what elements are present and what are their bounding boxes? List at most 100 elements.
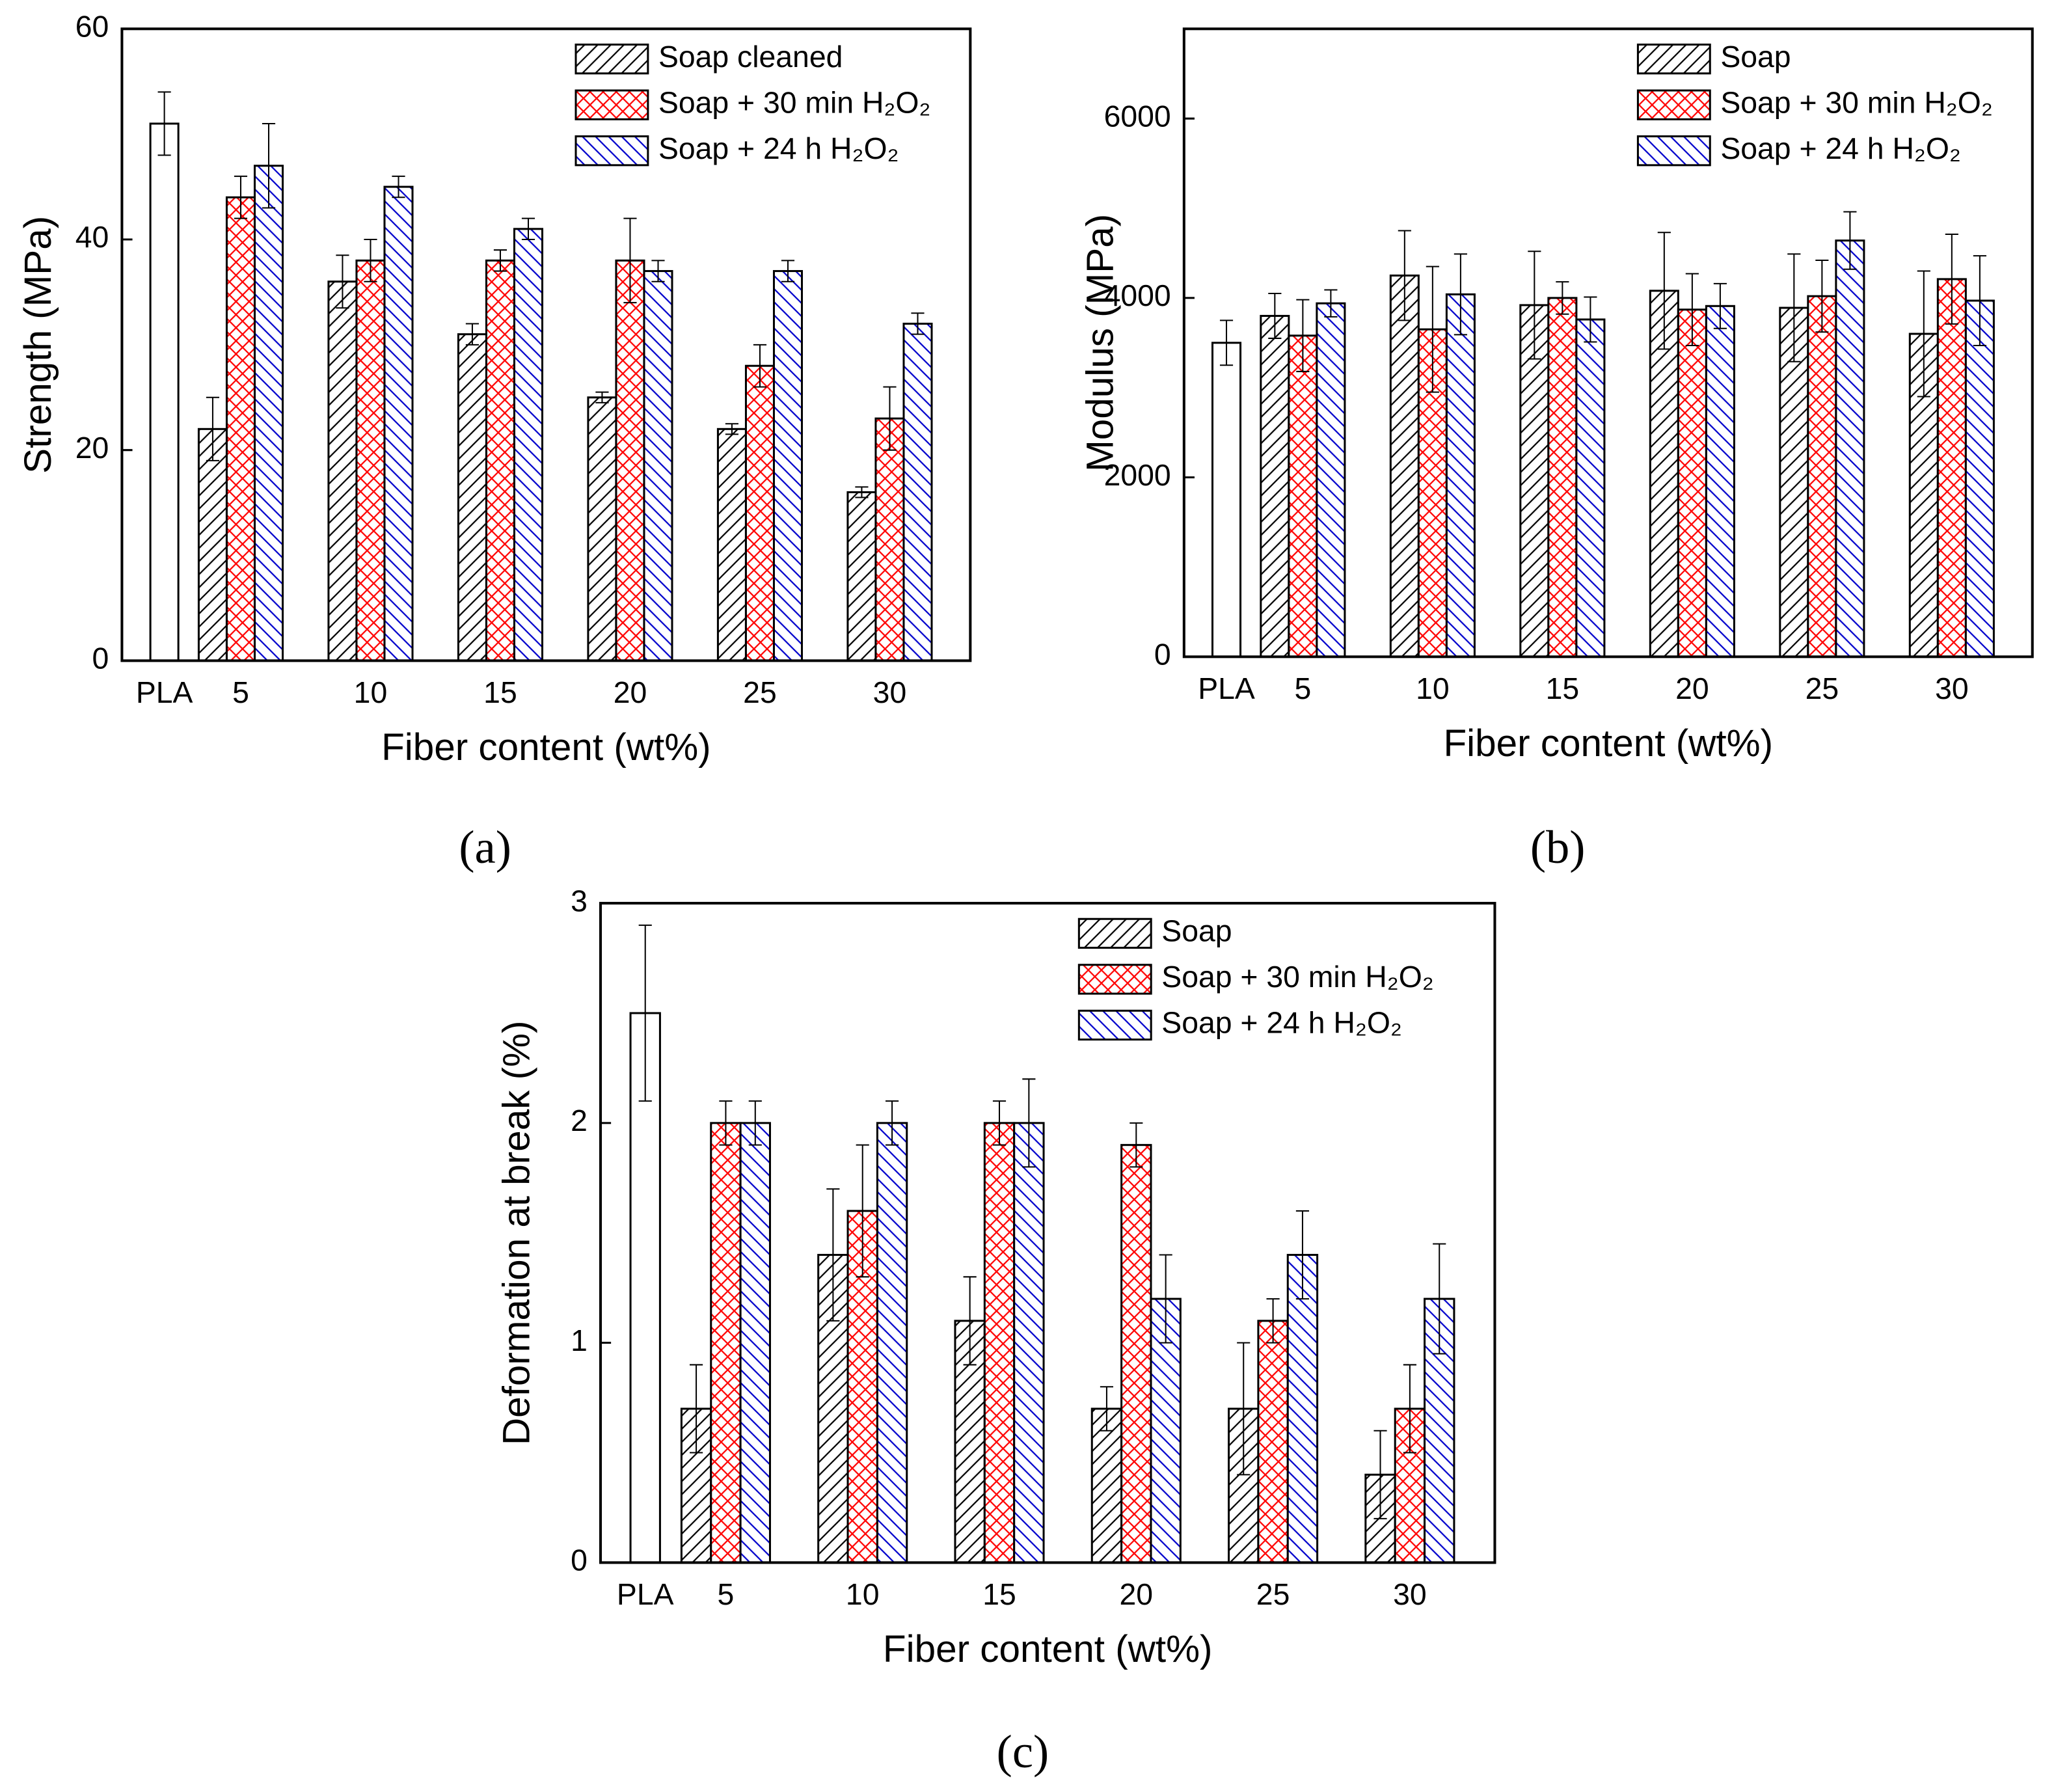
legend-swatch — [1077, 964, 1152, 995]
legend-swatch — [1636, 89, 1711, 120]
x-tick-label: 15 — [982, 1577, 1016, 1611]
bar — [716, 428, 747, 662]
bar — [846, 491, 877, 662]
bar — [983, 1122, 1016, 1564]
legend-label: Soap + 24 h H₂O₂ — [658, 131, 899, 165]
x-tick-label: 10 — [354, 675, 388, 709]
bar — [1677, 308, 1707, 658]
legend-label: Soap cleaned — [658, 40, 843, 74]
legend-label: Soap — [1720, 40, 1791, 74]
bar — [615, 259, 645, 662]
legend-label: Soap + 30 min H₂O₂ — [1720, 85, 1992, 119]
legend-swatch — [1077, 917, 1152, 949]
x-tick-label: 20 — [1675, 672, 1709, 705]
x-tick-label: 15 — [483, 675, 517, 709]
bar — [253, 165, 284, 662]
x-tick-label: 5 — [232, 675, 249, 709]
bar — [1389, 274, 1420, 658]
y-tick-label: 20 — [75, 431, 109, 465]
plot-frame — [120, 27, 972, 662]
y-axis-label: Strength (MPa) — [17, 216, 59, 474]
bar — [629, 1012, 661, 1564]
bar — [1211, 342, 1242, 658]
bar — [772, 270, 804, 662]
x-tick-label: 10 — [1416, 672, 1450, 705]
x-axis-label: Fiber content (wt%) — [883, 1628, 1213, 1670]
bar — [1257, 1320, 1289, 1564]
bar — [457, 333, 487, 662]
bar — [739, 1122, 771, 1564]
bar — [197, 428, 228, 662]
bar — [1807, 295, 1837, 658]
bar — [643, 270, 673, 662]
bar — [513, 228, 544, 662]
bar — [744, 364, 775, 662]
legend-label: Soap + 24 h H₂O₂ — [1720, 131, 1961, 165]
bar — [902, 322, 933, 662]
y-tick-label: 1 — [571, 1324, 588, 1357]
y-tick-label: 2 — [571, 1104, 588, 1137]
y-tick-label: 3 — [571, 884, 588, 917]
x-tick-label: 5 — [718, 1577, 735, 1611]
x-tick-label: PLA — [136, 675, 193, 709]
bar — [1575, 318, 1606, 658]
bar — [327, 280, 358, 662]
y-tick-label: 0 — [92, 642, 109, 675]
legend-label: Soap + 30 min H₂O₂ — [1161, 960, 1433, 994]
bar — [1260, 314, 1290, 658]
x-tick-label: 25 — [1806, 672, 1839, 705]
y-tick-label: 0 — [571, 1543, 588, 1577]
bar — [874, 417, 905, 662]
y-axis-label: Deformation at break (%) — [495, 1021, 537, 1446]
y-tick-label: 60 — [75, 10, 109, 44]
x-axis-label: Fiber content (wt%) — [1443, 722, 1773, 765]
x-axis-label: Fiber content (wt%) — [381, 726, 711, 768]
panel-caption: (a) — [459, 821, 511, 873]
y-tick-label: 4000 — [1104, 278, 1171, 312]
x-tick-label: 30 — [1935, 672, 1969, 705]
bar — [1316, 302, 1346, 658]
legend-swatch — [1636, 43, 1711, 75]
x-tick-label: 25 — [1256, 1577, 1290, 1611]
bar — [1013, 1122, 1045, 1564]
x-tick-label: 10 — [846, 1577, 880, 1611]
y-tick-label: 2000 — [1104, 458, 1171, 492]
bar — [710, 1122, 742, 1564]
x-tick-label: 5 — [1294, 672, 1311, 705]
x-tick-label: 15 — [1546, 672, 1580, 705]
y-tick-label: 6000 — [1104, 99, 1171, 133]
bar — [1090, 1407, 1123, 1564]
bar — [1547, 297, 1578, 658]
legend-label: Soap + 30 min H₂O₂ — [658, 85, 930, 119]
bar — [1835, 239, 1865, 658]
bar — [587, 396, 617, 662]
y-tick-label: 40 — [75, 220, 109, 254]
legend-label: Soap + 24 h H₂O₂ — [1161, 1006, 1402, 1040]
bar — [1705, 305, 1735, 658]
bar — [1120, 1144, 1152, 1564]
x-tick-label: PLA — [1198, 672, 1255, 705]
plot-frame — [599, 902, 1496, 1564]
x-tick-label: PLA — [617, 1577, 674, 1611]
bar — [1445, 293, 1476, 658]
bar — [225, 196, 256, 662]
x-tick-label: 20 — [614, 675, 647, 709]
bar — [485, 259, 515, 662]
bar — [1417, 328, 1448, 658]
panel-caption: (c) — [997, 1725, 1049, 1778]
plot-frame — [1182, 27, 2034, 658]
x-tick-label: 30 — [873, 675, 907, 709]
bar — [149, 122, 180, 662]
bar — [383, 185, 414, 662]
bar — [1964, 299, 1995, 658]
legend-swatch — [575, 43, 649, 75]
bar — [1288, 334, 1318, 658]
x-tick-label: 25 — [743, 675, 777, 709]
x-tick-label: 30 — [1393, 1577, 1427, 1611]
x-tick-label: 20 — [1120, 1577, 1154, 1611]
bar — [1286, 1254, 1319, 1564]
bar — [1936, 278, 1967, 658]
